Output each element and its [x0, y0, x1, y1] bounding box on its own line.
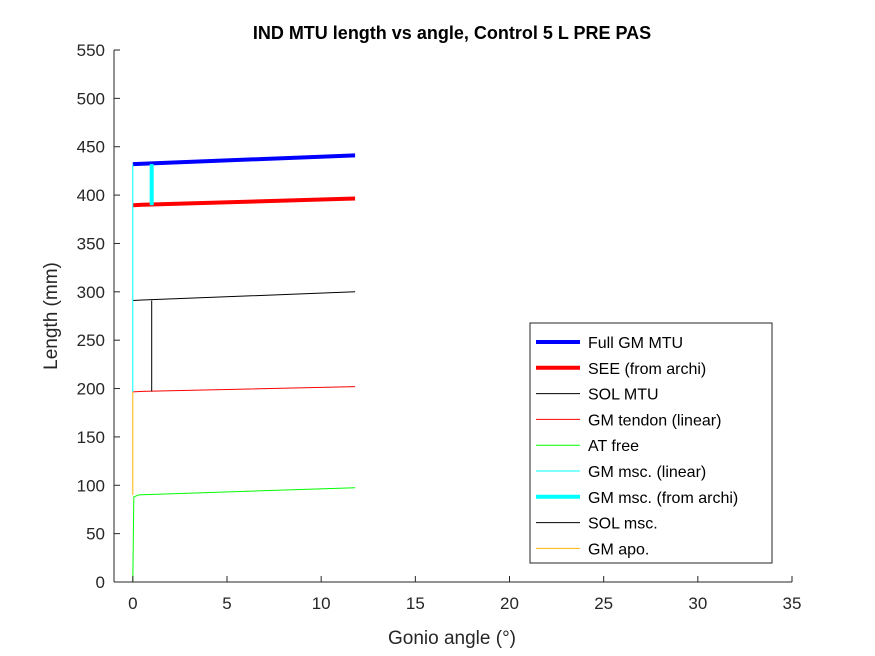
y-tick-label: 150 [77, 428, 105, 447]
legend: Full GM MTU SEE (from archi) SOL MTU GM ten… [529, 322, 773, 564]
series-line-2 [132, 196, 356, 208]
y-tick-label: 400 [77, 186, 105, 205]
chart-title: IND MTU length vs angle, Control 5 L PRE… [253, 23, 651, 43]
y-tick-label: 50 [86, 525, 105, 544]
x-tick-label: 20 [500, 594, 519, 613]
legend-entry: GM apo. [588, 541, 649, 558]
y-tick-label: 200 [77, 380, 105, 399]
axes: 0 5 10 15 20 25 30 3505010015020025030035040045… [77, 41, 802, 613]
y-axis-label: Length (mm) [41, 262, 62, 370]
legend-entry: GM tendon (linear) [588, 412, 721, 429]
y-tick-label: 550 [77, 41, 105, 60]
y-tick-label: 450 [77, 138, 105, 157]
legend-entry: SOL msc. [588, 516, 658, 533]
y-tick-label: 500 [77, 89, 105, 108]
x-axis-label: Gonio angle (°) [388, 628, 516, 649]
x-tick-label: 0 [128, 594, 137, 613]
series-line-3 [132, 291, 356, 301]
legend-entry: AT free [588, 438, 639, 455]
x-tick-label: 15 [406, 594, 425, 613]
legend-entry: Full GM MTU [588, 335, 683, 352]
y-tick-label: 300 [77, 283, 105, 302]
y-tick-label: 350 [77, 234, 105, 253]
x-tick-label: 35 [783, 594, 802, 613]
legend-entry: SOL MTU [588, 387, 659, 404]
x-tick-label: 5 [222, 594, 231, 613]
legend-entry: SEE (from archi) [588, 361, 706, 378]
x-tick-label: 10 [312, 594, 331, 613]
legend-entry: GM msc. (from archi) [588, 490, 738, 507]
y-tick-label: 100 [77, 476, 105, 495]
legend-entry: GM msc. (linear) [588, 464, 706, 481]
y-tick-label: 250 [77, 331, 105, 350]
series-line-1 [132, 153, 356, 167]
x-tick-label: 25 [594, 594, 613, 613]
series-line-4 [132, 386, 356, 393]
x-tick-label: 30 [688, 594, 707, 613]
series-line-5 [132, 487, 356, 583]
y-tick-label: 0 [96, 573, 105, 592]
plot-area [132, 153, 356, 583]
